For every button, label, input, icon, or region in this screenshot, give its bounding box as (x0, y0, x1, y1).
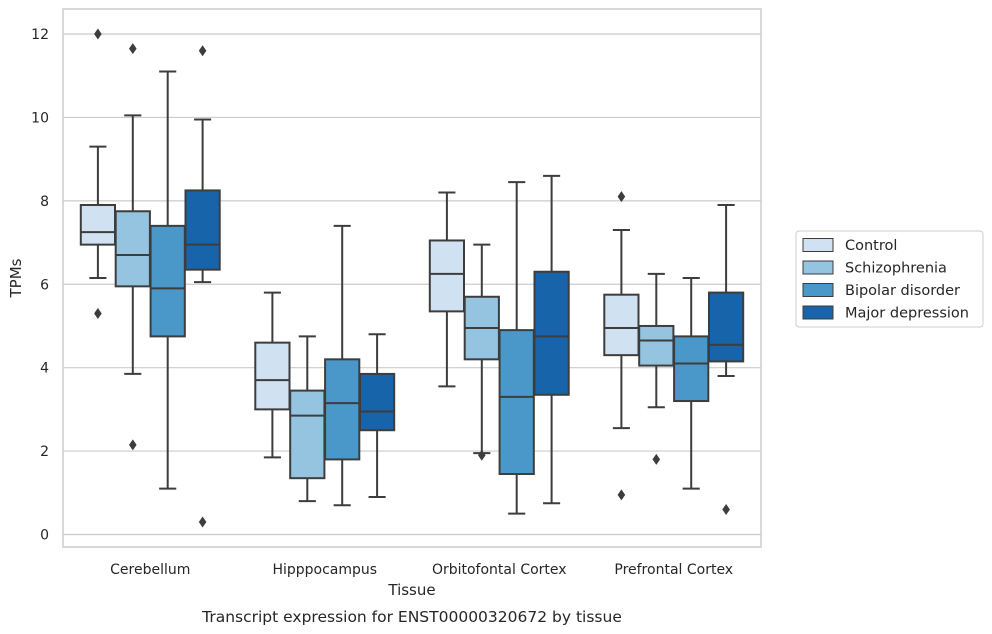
box-schizophrenia (289, 335, 326, 503)
y-axis-title: TPMs (7, 258, 25, 298)
outlier-point (722, 503, 730, 515)
outlier-point (198, 516, 207, 528)
legend-label: Control (845, 238, 897, 254)
legend-label: Major depression (845, 306, 969, 322)
box-schizophrenia (114, 43, 151, 451)
box-control (428, 191, 466, 388)
legend-swatch (802, 305, 834, 320)
box-bipolar-disorder (498, 181, 535, 515)
x-tick-label: Hipppocampus (272, 562, 377, 578)
box-control (254, 291, 291, 459)
box-iqr (533, 270, 570, 396)
outlier-point (617, 191, 626, 203)
box-schizophrenia (463, 243, 500, 461)
box-iqr (498, 329, 535, 476)
box-iqr (114, 210, 151, 288)
box-iqr (254, 341, 291, 411)
chart-caption: Transcript expression for ENST0000032067… (201, 608, 622, 626)
y-tick-label: 10 (31, 110, 49, 126)
legend-label: Schizophrenia (845, 261, 947, 277)
box-control (603, 191, 640, 501)
x-tick-labels: Cerebellum Hipppocampus Orbitofontal Corte… (110, 562, 733, 578)
legend: Control Schizophrenia Bipolar disorder Majo… (795, 230, 984, 328)
box-iqr (673, 335, 710, 403)
outlier-point (652, 453, 661, 465)
y-tick-label: 8 (40, 194, 49, 210)
box-iqr (184, 189, 221, 271)
x-tick-label: Prefrontal Cortex (614, 562, 733, 578)
outlier-point (129, 43, 137, 55)
box-schizophrenia (638, 272, 675, 465)
legend-swatch (802, 283, 834, 297)
outlier-point (478, 449, 486, 461)
outlier-point (94, 307, 102, 319)
outlier-point (94, 28, 102, 40)
box-iqr (149, 224, 186, 338)
y-tick-label: 4 (40, 361, 49, 377)
legend-frame (795, 230, 984, 328)
box-iqr (428, 239, 466, 313)
box-major-depression (707, 204, 745, 515)
plot-frame (62, 8, 762, 548)
box-iqr (324, 358, 361, 461)
box-iqr (79, 204, 117, 246)
box-iqr (358, 372, 396, 432)
y-tick-label: 6 (40, 277, 49, 293)
x-tick-label: Cerebellum (110, 562, 190, 578)
box-layer (79, 28, 745, 528)
y-tick-labels: 0 2 4 6 8 10 12 (31, 27, 49, 543)
box-bipolar-disorder (673, 277, 710, 490)
box-bipolar-disorder (324, 224, 361, 507)
box-major-depression (184, 45, 221, 528)
box-iqr (638, 324, 675, 367)
box-major-depression (358, 333, 396, 498)
y-tick-label: 2 (40, 444, 49, 460)
legend-label: Bipolar disorder (845, 283, 960, 299)
legend-swatch (802, 260, 834, 275)
x-axis-title: Tissue (387, 581, 435, 599)
legend-swatch (802, 238, 834, 252)
x-tick-label: Orbitofontal Cortex (432, 562, 567, 578)
outlier-point (129, 439, 137, 451)
box-iqr (707, 291, 745, 363)
box-iqr (603, 293, 640, 357)
box-iqr (289, 389, 326, 480)
box-bipolar-disorder (149, 70, 186, 490)
box-major-depression (533, 174, 570, 505)
outlier-point (198, 45, 207, 57)
outlier-point (617, 489, 626, 501)
y-tick-label: 12 (31, 27, 49, 43)
y-tick-label: 0 (40, 527, 49, 543)
